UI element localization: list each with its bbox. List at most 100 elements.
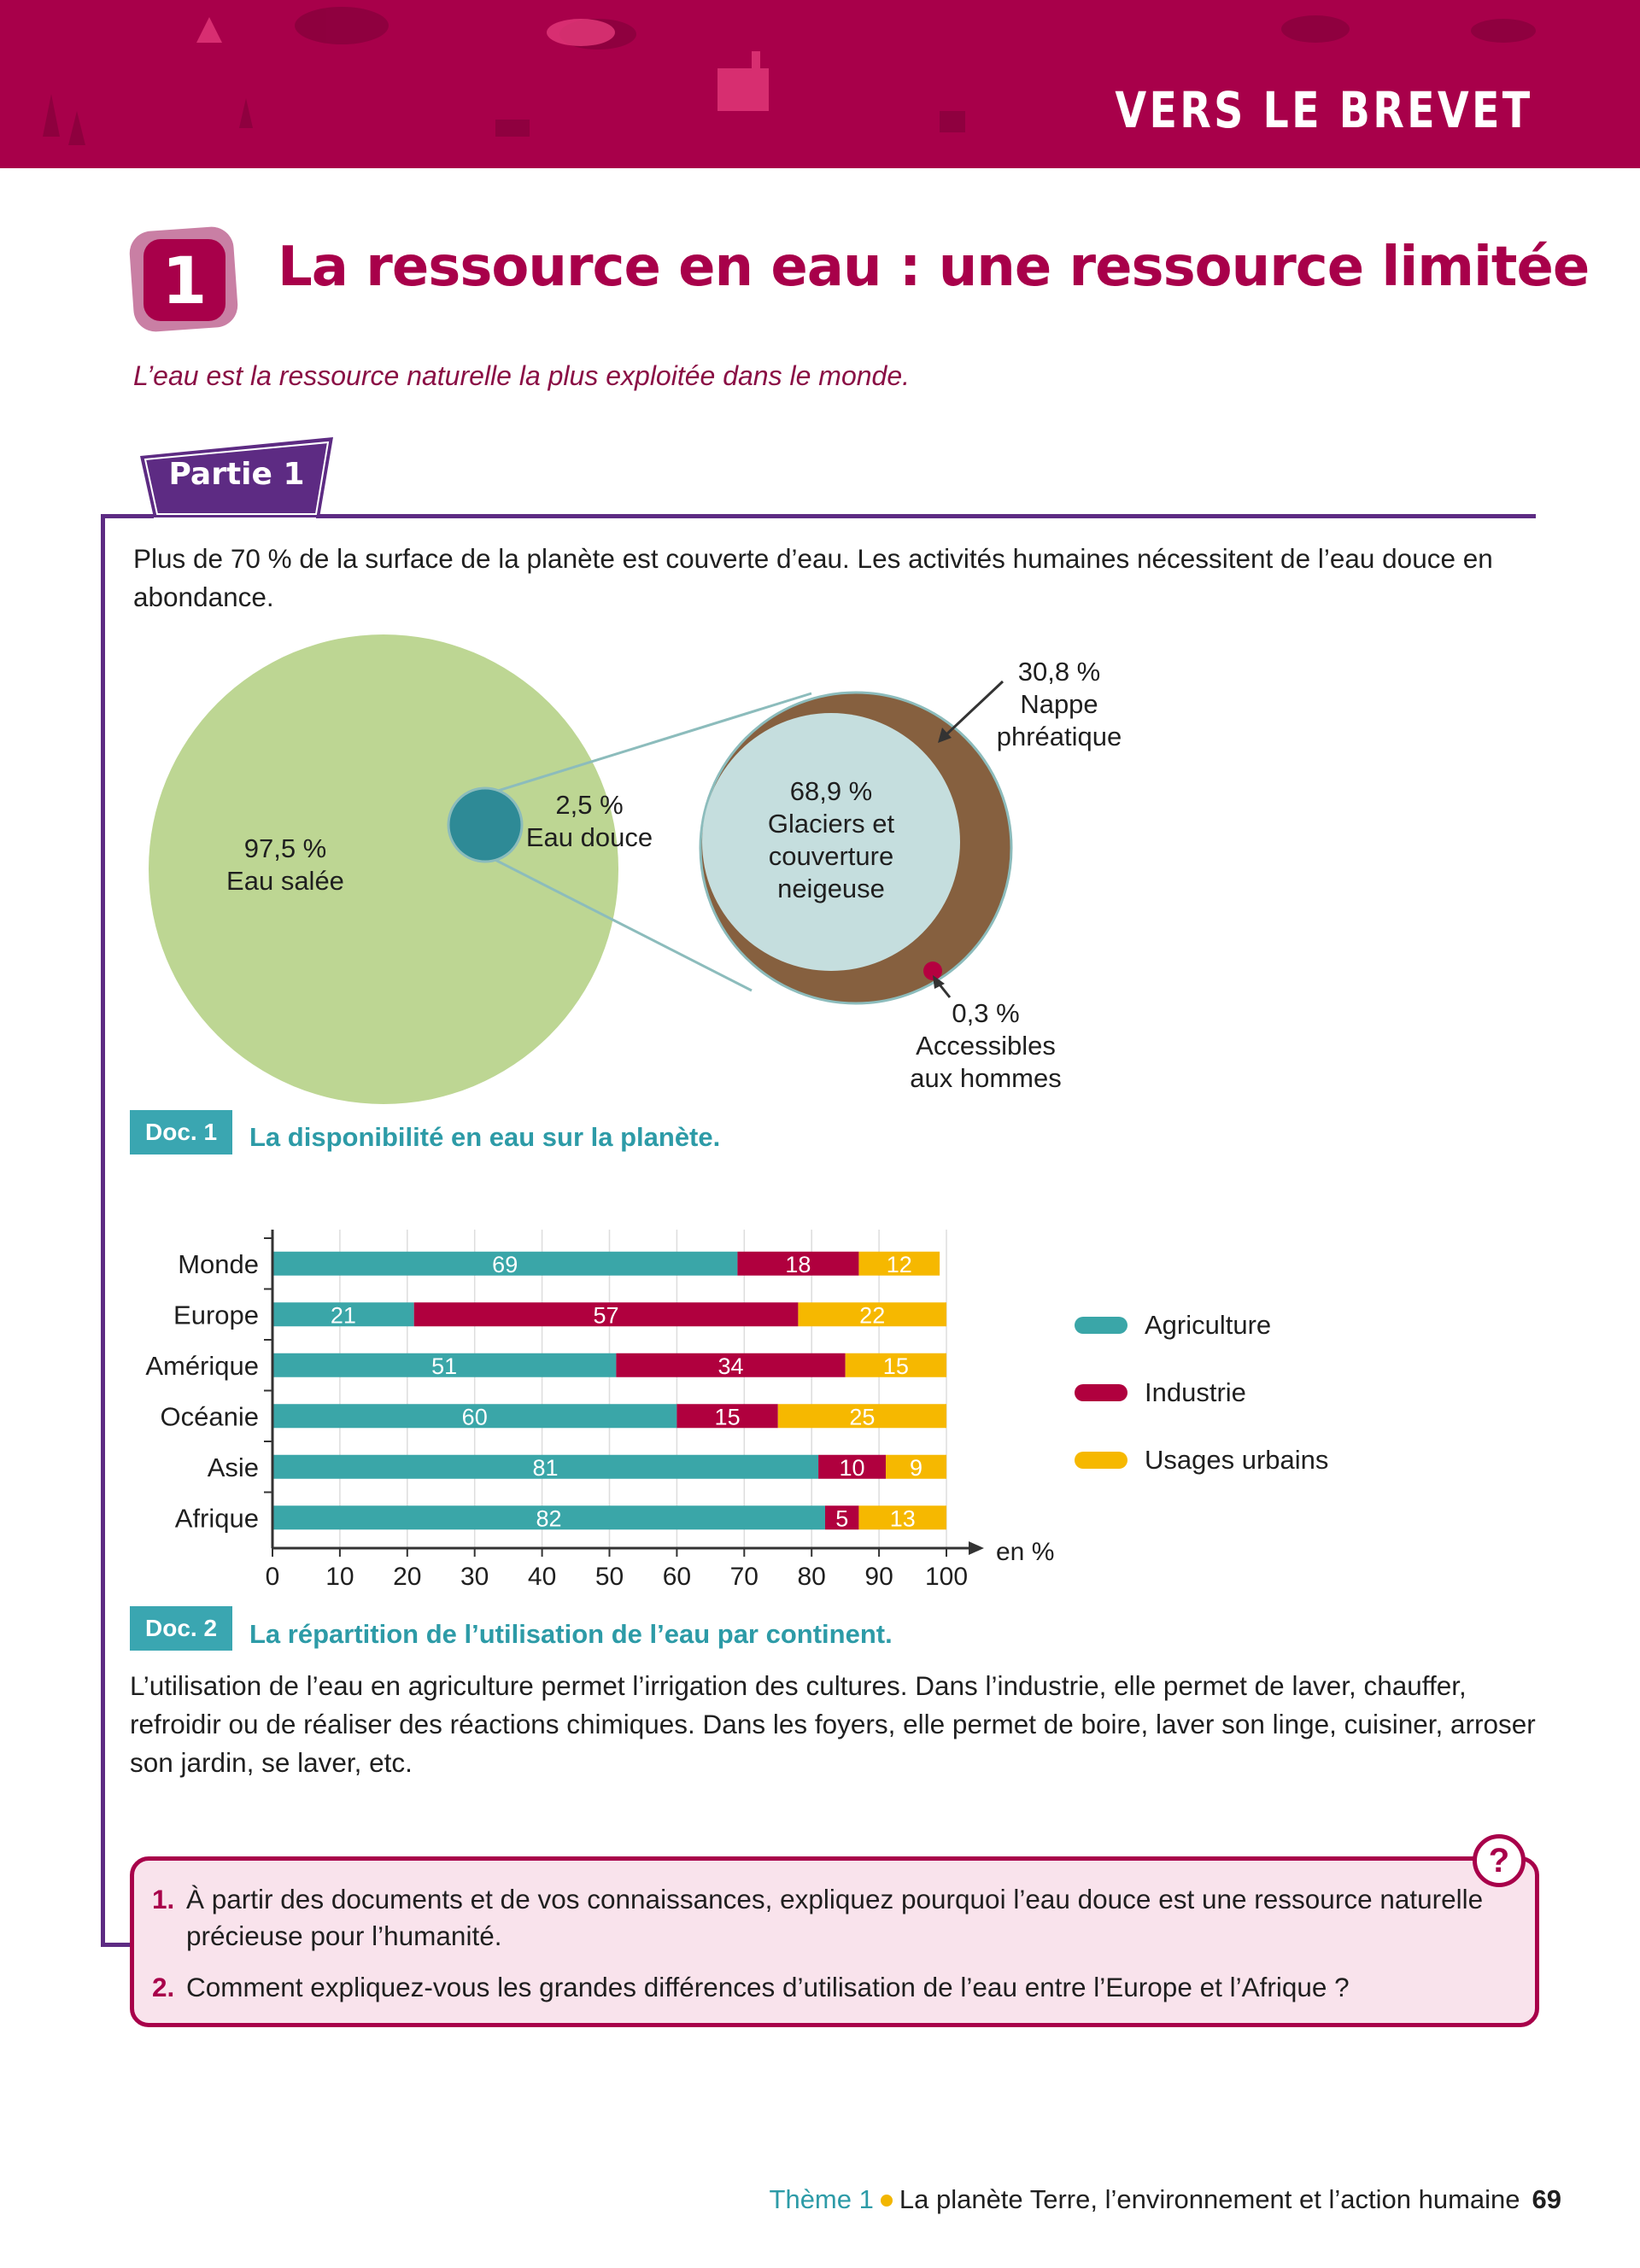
groundwater-label: 30,8 % Nappe phréatique	[996, 657, 1122, 751]
accessible-water-dot	[923, 962, 942, 980]
footer-title: La planète Terre, l’environnement et l’a…	[899, 2184, 1520, 2214]
category-label: Amérique	[145, 1351, 259, 1381]
glacier-label: 68,9 % Glaciers et couverture neigeuse	[767, 776, 895, 903]
legend-label: Industrie	[1145, 1377, 1246, 1407]
bar-segment	[676, 1404, 778, 1429]
salt-water-circle	[149, 634, 618, 1104]
data-label: 34	[718, 1353, 743, 1379]
partie-frame-top	[316, 514, 1536, 518]
doc1-caption: La disponibilité en eau sur la planète.	[249, 1122, 721, 1152]
question-icon: ?	[1473, 1834, 1526, 1887]
partie-frame-top	[101, 514, 154, 518]
legend-swatch	[1075, 1383, 1128, 1401]
header-banner: VERS LE BREVET	[0, 0, 1640, 168]
legend-swatch	[1075, 1316, 1128, 1334]
section-number-badge: 1	[144, 239, 226, 321]
data-label: 51	[431, 1353, 457, 1379]
partie-tag-shape	[140, 437, 333, 517]
bar-segment	[737, 1251, 859, 1276]
data-label: 5	[835, 1505, 848, 1531]
x-axis-label: en %	[996, 1538, 1054, 1566]
doc2-tag: Doc. 2	[130, 1606, 233, 1651]
category-label: Océanie	[161, 1401, 259, 1431]
x-axis-arrow	[969, 1541, 984, 1555]
questions-box	[130, 1856, 1539, 2027]
partie-frame-left	[101, 514, 105, 1947]
data-label: 82	[536, 1505, 561, 1531]
x-tick-label: 90	[864, 1563, 893, 1591]
fresh-water-circle	[447, 786, 524, 863]
data-label: 15	[883, 1353, 909, 1379]
x-tick-label: 80	[798, 1563, 826, 1591]
data-label: 60	[462, 1404, 488, 1429]
x-tick-label: 30	[460, 1563, 489, 1591]
x-tick-label: 0	[266, 1563, 280, 1591]
doc2-text: L’utilisation de l’eau en agriculture pe…	[130, 1670, 1536, 1778]
water-availability-diagram	[149, 634, 1013, 1104]
bar-segment	[272, 1251, 738, 1276]
bar-segment	[858, 1251, 940, 1276]
partie-intro-text: Plus de 70 % de la surface de la planète…	[133, 543, 1493, 612]
x-tick-label: 100	[925, 1563, 968, 1591]
bar-segment	[885, 1454, 946, 1479]
legend-label: Usages urbains	[1145, 1444, 1329, 1475]
data-label: 12	[887, 1252, 912, 1277]
data-label: 69	[492, 1252, 518, 1277]
water-use-chart: Monde 69 18 12 Europe 21 57 22 Amérique 51 34 15 Océ…	[145, 1230, 1054, 1591]
data-label: 9	[910, 1455, 922, 1481]
bar-segment	[845, 1353, 946, 1377]
section-title: La ressource en eau : une ressource limi…	[278, 236, 1590, 299]
bar-segment	[272, 1353, 617, 1377]
legend-label: Agriculture	[1145, 1309, 1272, 1340]
legend-item-urban: Usages urbains	[1075, 1426, 1328, 1493]
legend-item-agriculture: Agriculture	[1075, 1291, 1328, 1359]
bar-segment	[824, 1505, 859, 1530]
glacier-circle	[702, 713, 960, 971]
doc2-caption: La répartition de l’utilisation de l’eau…	[249, 1619, 893, 1649]
data-label: 10	[840, 1455, 865, 1481]
question-2: 2. Comment expliquez-vous les grandes di…	[152, 1969, 1502, 2006]
bar-segment	[858, 1505, 946, 1530]
legend-swatch	[1075, 1451, 1128, 1469]
category-label: Europe	[173, 1300, 259, 1330]
question-text: À partir des documents et de vos connais…	[186, 1884, 1484, 1951]
data-label: 81	[533, 1455, 559, 1481]
x-tick-label: 50	[595, 1563, 624, 1591]
data-label: 57	[594, 1302, 619, 1328]
banner-title: VERS LE BREVET	[1114, 81, 1532, 139]
x-tick-label: 10	[325, 1563, 354, 1591]
partie-frame-bottom	[101, 1943, 135, 1947]
doc1-tag: Doc. 1	[130, 1110, 233, 1154]
salt-water-label: 97,5 % Eau salée	[226, 833, 344, 896]
data-label: 15	[715, 1404, 741, 1429]
footer-theme: Thème 1	[769, 2184, 874, 2214]
x-tick-label: 20	[393, 1563, 421, 1591]
bar-segment	[272, 1454, 819, 1479]
x-tick-label: 40	[528, 1563, 556, 1591]
category-label: Asie	[208, 1453, 259, 1482]
footer-dot-icon	[880, 2195, 893, 2207]
x-tick-label: 70	[730, 1563, 758, 1591]
page-number: 69	[1532, 2184, 1561, 2214]
bar-segment	[616, 1353, 846, 1377]
question-number: 1.	[152, 1884, 175, 1914]
section-intro: L’eau est la ressource naturelle la plus…	[133, 360, 911, 391]
banner-decoration	[43, 7, 1536, 145]
fresh-water-label: 2,5 % Eau douce	[525, 790, 653, 852]
category-label: Monde	[178, 1249, 259, 1279]
bar-segment	[777, 1404, 946, 1429]
bar-segment	[272, 1505, 825, 1530]
bar-segment	[272, 1302, 414, 1327]
category-label: Afrique	[175, 1503, 259, 1533]
bar-segment	[413, 1302, 799, 1327]
question-1: 1. À partir des documents et de vos conn…	[152, 1881, 1502, 1955]
bar-segment	[272, 1404, 677, 1429]
partie-label: Partie 1	[168, 457, 305, 492]
page-footer: Thème 1 La planète Terre, l’environnement…	[770, 2184, 1561, 2215]
data-label: 22	[859, 1302, 885, 1328]
data-label: 25	[849, 1404, 875, 1429]
data-label: 21	[331, 1302, 356, 1328]
accessible-water-label: 0,3 % Accessibles aux hommes	[910, 998, 1062, 1093]
chart-legend: Agriculture Industrie Usages urbains	[1075, 1291, 1328, 1493]
question-number: 2.	[152, 1972, 175, 2002]
